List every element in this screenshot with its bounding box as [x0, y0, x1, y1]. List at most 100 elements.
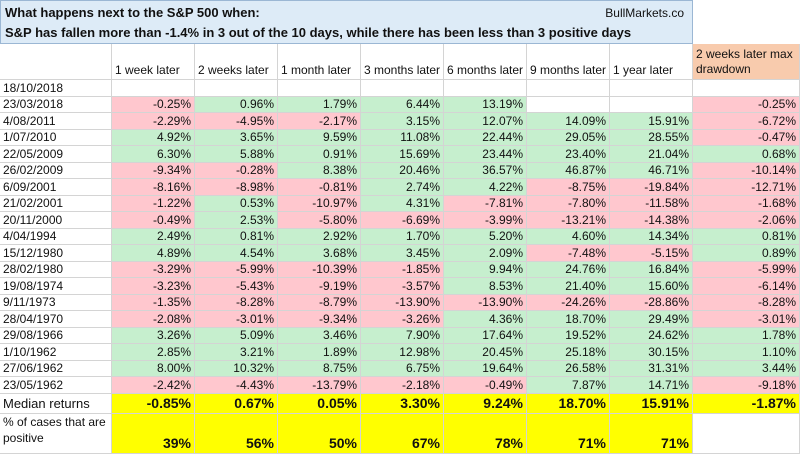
value-cell: -0.47%: [693, 129, 800, 146]
value-cell: -0.28%: [195, 162, 278, 179]
row-date: 4/08/2011: [0, 113, 112, 130]
value-cell: -24.26%: [527, 294, 610, 311]
row-date: 1/10/1962: [0, 344, 112, 361]
value-cell: 2.92%: [278, 228, 361, 245]
column-header: 1 month later: [278, 44, 361, 80]
value-cell: -3.23%: [112, 278, 195, 295]
value-cell: 0.89%: [693, 245, 800, 262]
value-cell: -9.34%: [278, 311, 361, 328]
value-cell: -4.43%: [195, 377, 278, 394]
value-cell: 29.05%: [527, 129, 610, 146]
value-cell: 18.70%: [527, 311, 610, 328]
value-cell: 13.19%: [444, 96, 527, 113]
header-cell: [0, 44, 112, 80]
title-box: What happens next to the S&P 500 when: B…: [0, 0, 693, 44]
value-cell: -13.21%: [527, 212, 610, 229]
value-cell: -7.48%: [527, 245, 610, 262]
title: What happens next to the S&P 500 when:: [5, 5, 260, 20]
value-cell: 3.21%: [195, 344, 278, 361]
value-cell: 3.46%: [278, 327, 361, 344]
positive-cell: 78%: [444, 413, 527, 454]
value-cell: -0.49%: [444, 377, 527, 394]
value-cell: 2.49%: [112, 228, 195, 245]
column-header: 6 months later: [444, 44, 527, 80]
value-cell: 4.22%: [444, 179, 527, 196]
value-cell: 4.36%: [444, 311, 527, 328]
value-cell: -8.75%: [527, 179, 610, 196]
value-cell: -2.08%: [112, 311, 195, 328]
value-cell: 2.09%: [444, 245, 527, 262]
value-cell: 5.20%: [444, 228, 527, 245]
value-cell: 8.75%: [278, 360, 361, 377]
row-date: 19/08/1974: [0, 278, 112, 295]
value-cell: -14.38%: [610, 212, 693, 229]
positive-cell: 50%: [278, 413, 361, 454]
median-cell: 0.05%: [278, 393, 361, 414]
value-cell: 23.40%: [527, 146, 610, 163]
value-cell: 12.07%: [444, 113, 527, 130]
column-header: 1 year later: [610, 44, 693, 80]
row-date: 29/08/1966: [0, 327, 112, 344]
positive-cell: 56%: [195, 413, 278, 454]
column-header: 2 weeks later max drawdown: [693, 44, 800, 80]
row-date: 1/07/2010: [0, 129, 112, 146]
value-cell: -5.99%: [195, 261, 278, 278]
value-cell: -6.14%: [693, 278, 800, 295]
row-date: 26/02/2009: [0, 162, 112, 179]
value-cell: 19.64%: [444, 360, 527, 377]
value-cell: 5.09%: [195, 327, 278, 344]
value-cell: -3.26%: [361, 311, 444, 328]
column-header: 2 weeks later: [195, 44, 278, 80]
subtitle: S&P has fallen more than -1.4% in 3 out …: [5, 25, 632, 40]
value-cell: -13.90%: [361, 294, 444, 311]
positive-cell: 71%: [527, 413, 610, 454]
value-cell: 3.68%: [278, 245, 361, 262]
row-date: 27/06/1962: [0, 360, 112, 377]
value-cell: 0.91%: [278, 146, 361, 163]
value-cell: -3.01%: [195, 311, 278, 328]
row-date: 28/04/1970: [0, 311, 112, 328]
value-cell: -5.43%: [195, 278, 278, 295]
value-cell: -13.79%: [278, 377, 361, 394]
value-cell: -1.22%: [112, 195, 195, 212]
value-cell: 36.57%: [444, 162, 527, 179]
value-cell: -3.01%: [693, 311, 800, 328]
positive-cell: 71%: [610, 413, 693, 454]
value-cell: -1.68%: [693, 195, 800, 212]
value-cell: 25.18%: [527, 344, 610, 361]
value-cell: 8.38%: [278, 162, 361, 179]
value-cell: 1.78%: [693, 327, 800, 344]
value-cell: 6.44%: [361, 96, 444, 113]
value-cell: 21.04%: [610, 146, 693, 163]
median-label: Median returns: [0, 393, 112, 414]
value-cell: 15.69%: [361, 146, 444, 163]
row-date: 21/02/2001: [0, 195, 112, 212]
value-cell: -5.15%: [610, 245, 693, 262]
row-date: 18/10/2018: [0, 80, 112, 97]
value-cell: [527, 80, 610, 97]
median-cell: 15.91%: [610, 393, 693, 414]
value-cell: -13.90%: [444, 294, 527, 311]
value-cell: -0.25%: [693, 96, 800, 113]
value-cell: 0.53%: [195, 195, 278, 212]
value-cell: [444, 80, 527, 97]
value-cell: -9.34%: [112, 162, 195, 179]
value-cell: 20.46%: [361, 162, 444, 179]
value-cell: 16.84%: [610, 261, 693, 278]
value-cell: 19.52%: [527, 327, 610, 344]
value-cell: -10.97%: [278, 195, 361, 212]
value-cell: [527, 96, 610, 113]
value-cell: -11.58%: [610, 195, 693, 212]
row-date: 22/05/2009: [0, 146, 112, 163]
value-cell: 0.81%: [195, 228, 278, 245]
row-date: 23/05/1962: [0, 377, 112, 394]
value-cell: 1.10%: [693, 344, 800, 361]
row-date: 4/04/1994: [0, 228, 112, 245]
value-cell: 3.44%: [693, 360, 800, 377]
value-cell: -10.39%: [278, 261, 361, 278]
value-cell: 4.54%: [195, 245, 278, 262]
value-cell: [195, 80, 278, 97]
row-date: 15/12/1980: [0, 245, 112, 262]
column-header: 3 months later: [361, 44, 444, 80]
value-cell: -6.69%: [361, 212, 444, 229]
